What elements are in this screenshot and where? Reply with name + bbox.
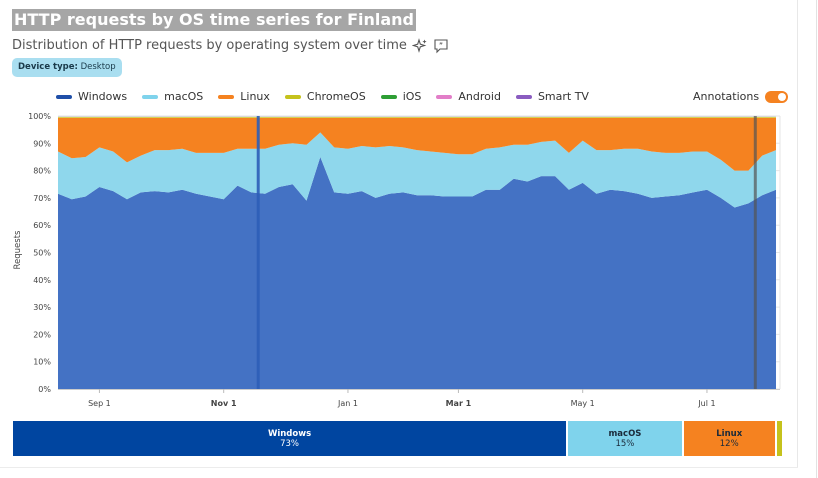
filter-value: Desktop (80, 62, 116, 72)
y-tick-label: 100% (28, 112, 51, 121)
quote-icon[interactable]: ” (433, 38, 449, 54)
annotations-label: Annotations (693, 90, 760, 103)
filter-key: Device type: (18, 62, 78, 72)
summary-segment-other[interactable] (776, 421, 782, 456)
card-border (797, 0, 798, 468)
y-tick-label: 50% (33, 249, 51, 258)
y-tick-label: 30% (33, 303, 51, 312)
x-tick-label: May 1 (571, 399, 595, 408)
annotations-control: Annotations (693, 90, 789, 103)
legend-swatch (142, 94, 159, 99)
chart-legend: Windows macOS Linux ChromeOS iOS Android Smart… (56, 90, 589, 103)
legend-swatch (436, 94, 453, 99)
sparkle-icon[interactable] (411, 37, 428, 54)
summary-percent: 15% (615, 439, 635, 449)
legend-item-macos[interactable]: macOS (142, 90, 203, 103)
y-tick-label: 20% (33, 330, 51, 339)
area-series-linux (58, 117, 776, 171)
legend-item-smart-tv[interactable]: Smart TV (515, 90, 589, 103)
x-tick-label: Jul 1 (697, 399, 715, 408)
summary-percent: 73% (280, 439, 299, 449)
annotations-toggle[interactable] (765, 90, 789, 103)
chart-subtitle: Distribution of HTTP requests by operati… (12, 37, 449, 54)
subtitle-text: Distribution of HTTP requests by operati… (12, 38, 407, 53)
summary-segment-linux[interactable]: Linux 12% (683, 421, 775, 456)
legend-swatch (515, 94, 532, 99)
y-tick-label: 80% (33, 167, 51, 176)
legend-swatch (218, 94, 235, 99)
card-border-bottom (0, 467, 798, 468)
device-type-filter-chip[interactable]: Device type: Desktop (12, 58, 122, 77)
y-tick-label: 70% (33, 194, 51, 203)
legend-swatch (56, 94, 72, 99)
legend-label: macOS (164, 90, 204, 103)
legend-swatch (380, 94, 397, 99)
page-border (816, 0, 817, 478)
legend-item-linux[interactable]: Linux (218, 90, 270, 103)
legend-item-chromeos[interactable]: ChromeOS (284, 90, 366, 103)
chart-title: HTTP requests by OS time series for Finl… (12, 9, 416, 31)
legend-item-ios[interactable]: iOS (380, 90, 422, 103)
y-tick-label: 10% (33, 358, 51, 367)
legend-label: Android (458, 90, 501, 103)
legend-label: Windows (78, 90, 128, 103)
y-tick-label: 40% (33, 276, 51, 285)
area-series-windows (58, 157, 776, 389)
summary-segment-macos[interactable]: macOS 15% (568, 421, 682, 456)
legend-label: ChromeOS (306, 90, 366, 103)
y-tick-label: 60% (33, 221, 51, 230)
summary-segment-windows[interactable]: Windows 73% (13, 421, 567, 456)
legend-label: Linux (240, 90, 270, 103)
y-tick-label: 90% (33, 139, 51, 148)
legend-label: iOS (402, 90, 422, 103)
legend-item-windows[interactable]: Windows (56, 90, 127, 103)
x-tick-label: Nov 1 (211, 399, 237, 408)
summary-label: Linux (716, 429, 743, 439)
x-tick-label: Mar 1 (446, 399, 472, 408)
svg-text:”: ” (439, 41, 443, 48)
x-tick-label: Sep 1 (88, 399, 111, 408)
legend-item-android[interactable]: Android (436, 90, 501, 103)
summary-percent: 12% (719, 439, 739, 449)
summary-label: Windows (267, 429, 312, 439)
y-tick-label: 0% (38, 385, 51, 394)
summary-label: macOS (608, 429, 642, 439)
area-series-macos (58, 132, 776, 208)
legend-swatch (284, 94, 301, 99)
legend-label: Smart TV (537, 90, 589, 103)
x-tick-label: Jan 1 (337, 399, 358, 408)
